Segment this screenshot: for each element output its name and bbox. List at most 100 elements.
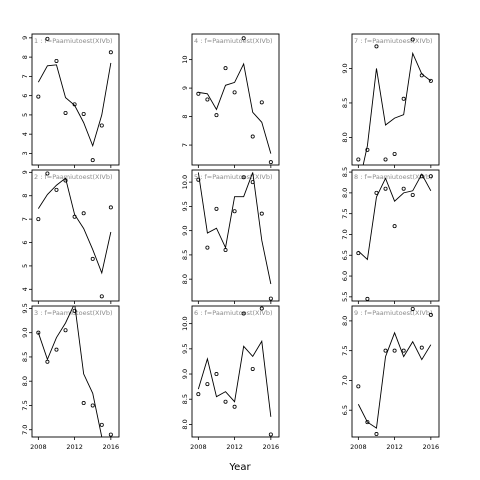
x-tick-label: 2016 [103, 443, 120, 451]
panel-data [356, 306, 433, 437]
data-point [72, 308, 77, 313]
panel-strip-label: 9 : f=Paamiutoest(XIVb) [354, 309, 433, 317]
y-tick-label: 8.0 [341, 316, 349, 326]
panel-frame [31, 33, 120, 166]
data-point [241, 175, 246, 180]
panel-strip-label: 3 : f=Paamiutoest(XIVb) [34, 309, 113, 317]
data-point [365, 296, 370, 301]
panel-strip-label: 4 : f=Paamiutoest(XIVb) [194, 37, 273, 45]
data-point [401, 348, 406, 353]
y-tick-label: 8.5 [181, 250, 189, 260]
data-point [223, 248, 228, 253]
data-point [72, 102, 77, 107]
data-point [356, 384, 361, 389]
y-tick-label: 7 [21, 74, 29, 78]
data-point [36, 94, 41, 99]
panel-strip-label: 8 : f=Paamiutoest(XIVb) [354, 173, 433, 181]
data-point [63, 110, 68, 115]
data-point [108, 205, 113, 210]
y-tick-label: 8.0 [341, 132, 349, 142]
x-tick-label: 2008 [190, 443, 207, 451]
y-tick-label: 8.0 [181, 274, 189, 284]
data-point [383, 157, 388, 162]
y-tick-label: 9 [21, 170, 29, 174]
data-point [259, 100, 264, 105]
panel-strip-label: 1 : f=Paamiutoest(XIVb) [34, 37, 113, 45]
x-tick-label: 2008 [350, 443, 367, 451]
data-point [419, 73, 424, 78]
panel-data [196, 172, 273, 301]
data-point [81, 401, 86, 406]
y-tick-label: 9.5 [181, 201, 189, 211]
data-point [410, 37, 415, 42]
x-tick-label: 2008 [30, 443, 47, 451]
y-tick-label: 8.5 [181, 394, 189, 404]
data-point [196, 177, 201, 182]
y-tick-label: 7 [21, 217, 29, 221]
data-point [196, 91, 201, 96]
y-tick-label: 8 [21, 194, 29, 198]
data-point [90, 158, 95, 163]
panel-strip-label: 7 : f=Paamiutoest(XIVb) [354, 37, 433, 45]
data-point [214, 372, 219, 377]
fit-line [357, 331, 432, 429]
data-point [383, 348, 388, 353]
y-tick-label: 8.5 [341, 98, 349, 108]
data-point [81, 111, 86, 116]
y-tick-label: 8.0 [341, 188, 349, 198]
data-point [241, 311, 246, 316]
y-tick-label: 4 [21, 287, 29, 291]
panel-frame [31, 305, 120, 438]
y-tick-label: 9 [21, 36, 29, 40]
data-point [214, 113, 219, 118]
panel-9: 9 : f=Paamiutoest(XIVb) 6.5 7.0 7.5 8.0 2008 2… [341, 305, 440, 451]
y-tick-label: 8 [21, 55, 29, 59]
data-point [99, 294, 104, 299]
y-tick-label: 7.5 [21, 400, 29, 410]
panel-frame [191, 169, 280, 302]
y-tick-label: 8.5 [341, 167, 349, 177]
fit-line [197, 339, 272, 417]
panel-strip-label: 2 : f=Paamiutoest(XIVb) [34, 173, 113, 181]
panel-data [196, 36, 273, 165]
y-tick-label: 6.0 [341, 271, 349, 281]
y-tick-label: 9.0 [181, 369, 189, 379]
y-tick-label: 7.5 [341, 208, 349, 218]
y-tick-label: 5 [21, 264, 29, 268]
panel-2: 4 : f=Paamiutoest(XIVb) 7 8 9 10 [181, 33, 280, 168]
data-point [54, 347, 59, 352]
data-point [259, 211, 264, 216]
fit-line [37, 306, 103, 437]
x-axis-title: Year [228, 462, 251, 473]
data-point [374, 44, 379, 49]
y-tick-label: 6 [21, 94, 29, 98]
fit-line [358, 173, 432, 261]
data-point [45, 36, 50, 41]
data-point [223, 399, 228, 404]
data-point [268, 160, 273, 165]
y-tick-label: 9.0 [181, 225, 189, 235]
data-point [205, 382, 210, 387]
y-tick-label: 3 [21, 151, 29, 155]
panel-grid: 1 : f=Paamiutoest(XIVb) 3 4 5 6 7 8 9 4 : f=Paam… [21, 33, 440, 451]
data-point [99, 123, 104, 128]
data-point [232, 90, 237, 95]
data-point [81, 211, 86, 216]
data-point [45, 171, 50, 176]
data-point [241, 36, 246, 41]
data-point [72, 214, 77, 219]
data-point [232, 404, 237, 409]
x-tick-label: 2016 [423, 443, 440, 451]
fit-line [37, 177, 112, 275]
data-point [205, 97, 210, 102]
data-point [356, 251, 361, 256]
x-tick-label: 2012 [66, 443, 83, 451]
y-tick-label: 9.5 [21, 303, 29, 313]
data-point [268, 432, 273, 437]
data-point [99, 422, 104, 427]
panel-8: 6 : f=Paamiutoest(XIVb) 8.0 8.5 9.0 9.5 10.0 2… [181, 305, 280, 451]
y-tick-label: 8.5 [21, 352, 29, 362]
x-tick-label: 2012 [386, 443, 403, 451]
data-point [365, 147, 370, 152]
